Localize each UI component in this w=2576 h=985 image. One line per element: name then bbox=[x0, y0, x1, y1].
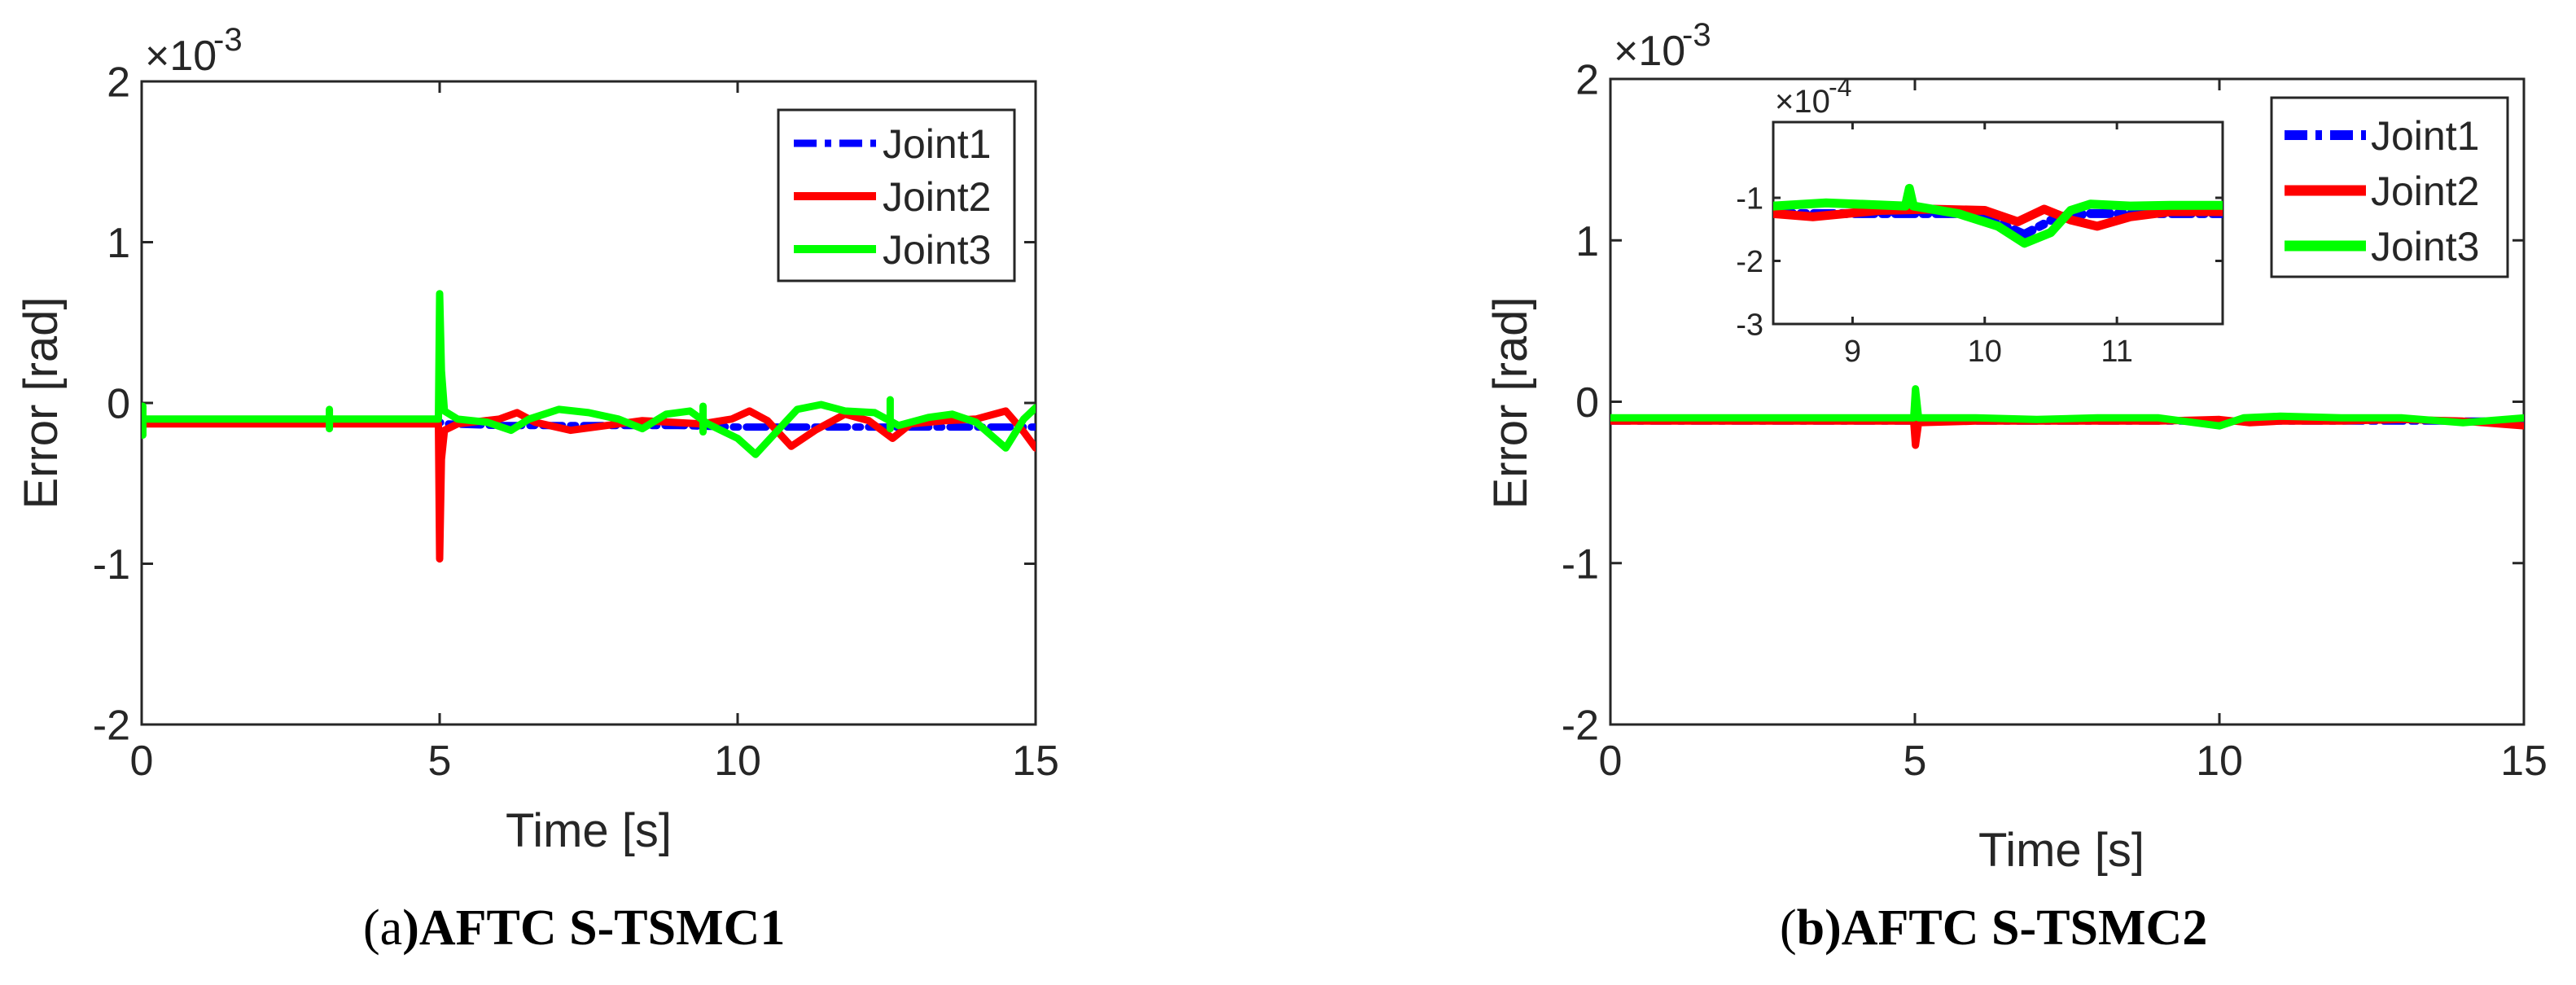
a-xtick-label: 15 bbox=[1012, 738, 1059, 785]
y-exponent-base-b: ×10 bbox=[1614, 28, 1685, 75]
a-series-joint2 bbox=[142, 407, 1036, 563]
legend-label-joint3-b: Joint3 bbox=[2371, 224, 2479, 269]
inset-exponent-base: ×10 bbox=[1775, 84, 1830, 120]
inset-series-joint3 bbox=[1773, 183, 2223, 248]
caption-b-text: )AFTC S-TSMC2 bbox=[1825, 900, 2208, 956]
caption-a-text: )AFTC S-TSMC1 bbox=[402, 900, 786, 956]
legend-label-joint3-a: Joint3 bbox=[883, 227, 991, 273]
x-axis-label-b: Time [s] bbox=[1978, 824, 2144, 877]
caption-a-letter: a bbox=[379, 900, 403, 956]
a-ytick-label: 1 bbox=[107, 220, 130, 267]
a-xtick-label: 5 bbox=[428, 738, 452, 785]
x-axis-label-a: Time [s] bbox=[506, 804, 672, 857]
legend-label-joint2-b: Joint2 bbox=[2371, 169, 2479, 214]
b-ytick-label: 2 bbox=[1575, 57, 1599, 104]
inset-ytick-label: -1 bbox=[1736, 182, 1763, 217]
b-ytick-label: -2 bbox=[1562, 703, 1599, 750]
y-exponent-power-b: -3 bbox=[1682, 17, 1711, 53]
inset-xtick-label: 11 bbox=[2101, 335, 2132, 369]
b-ytick-label: 0 bbox=[1575, 379, 1599, 427]
caption-b: (b)AFTC S-TSMC2 bbox=[1780, 891, 2285, 965]
caption-b-letter: b bbox=[1796, 900, 1825, 956]
b-ytick-label: 1 bbox=[1575, 218, 1599, 265]
legend-b: Joint1 Joint2 Joint3 bbox=[2270, 96, 2509, 278]
inset-ytick-label: -3 bbox=[1736, 309, 1763, 343]
a-ytick-label: 0 bbox=[107, 381, 130, 428]
caption-a: (a)AFTC S-TSMC1 bbox=[363, 891, 852, 965]
y-exponent-base-a: ×10 bbox=[145, 33, 217, 80]
chart-panel-b: 0 5 10 15 -2 -1 0 1 2 ×10 -3 Error [rad] Time [… bbox=[1484, 17, 2548, 877]
inset-plot-b: 9 10 11 -3 -2 -1 ×10 -4 bbox=[1736, 72, 2224, 369]
y-exponent-power-a: -3 bbox=[213, 22, 243, 58]
y-axis-label-a: Error [rad] bbox=[15, 296, 68, 509]
inset-series-joint2 bbox=[1773, 204, 2223, 231]
legend-label-joint1-b: Joint1 bbox=[2371, 113, 2479, 159]
legend-a: Joint1 Joint2 Joint3 bbox=[777, 108, 1016, 282]
inset-xtick-label: 9 bbox=[1844, 335, 1861, 369]
a-xtick-label: 0 bbox=[130, 738, 154, 785]
a-ytick-label: -2 bbox=[93, 703, 130, 750]
legend-label-joint2-a: Joint2 bbox=[883, 174, 991, 220]
a-xtick-label: 10 bbox=[714, 738, 761, 785]
b-xtick-label: 10 bbox=[2196, 738, 2243, 785]
b-xtick-label: 15 bbox=[2500, 738, 2548, 785]
y-axis-label-b: Error [rad] bbox=[1484, 296, 1537, 509]
chart-panel-a: 0 5 10 15 -2 -1 0 1 2 ×10 -3 Error [rad] Time [… bbox=[15, 22, 1059, 857]
caption-b-open: ( bbox=[1780, 900, 1797, 956]
inset-xtick-label: 10 bbox=[1968, 335, 2002, 369]
a-ytick-label: 2 bbox=[107, 59, 130, 107]
a-series-joint3 bbox=[142, 290, 1036, 458]
b-xtick-label: 5 bbox=[1904, 738, 1927, 785]
caption-a-open: ( bbox=[363, 900, 380, 956]
b-xtick-label: 0 bbox=[1599, 738, 1623, 785]
inset-ytick-label: -2 bbox=[1736, 245, 1763, 279]
inset-exponent-power: -4 bbox=[1829, 72, 1851, 102]
b-ytick-label: -1 bbox=[1562, 541, 1599, 588]
legend-label-joint1-a: Joint1 bbox=[883, 121, 991, 167]
a-ytick-label: -1 bbox=[93, 541, 130, 589]
b-series-joint3 bbox=[1610, 385, 2524, 430]
